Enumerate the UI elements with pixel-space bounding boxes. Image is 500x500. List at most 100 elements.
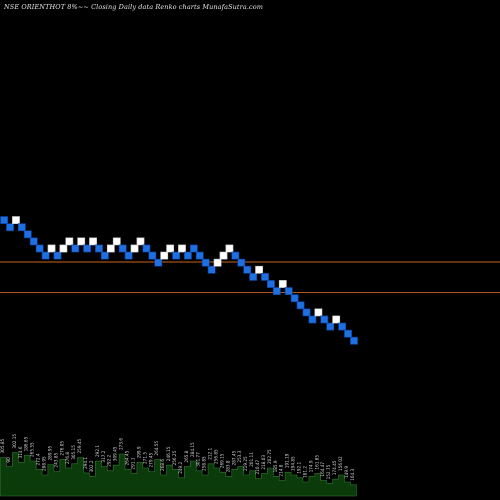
renko-brick-down	[261, 272, 269, 281]
renko-brick-down	[41, 251, 50, 260]
volume-label: 292.2	[107, 454, 112, 466]
volume-label: 192.1	[297, 461, 302, 473]
volume-label: 305.85	[0, 439, 5, 454]
renko-brick-down	[344, 329, 352, 338]
volume-label: 264.55	[154, 441, 159, 456]
renko-brick-down	[0, 216, 8, 224]
renko-brick-down	[350, 336, 358, 345]
volume-label: 258.85	[202, 456, 207, 471]
renko-brick-up	[12, 216, 20, 224]
volume-label: 194.85	[291, 456, 296, 471]
renko-brick-up	[47, 244, 56, 253]
renko-brick-down	[83, 244, 92, 253]
volume-area-path	[0, 452, 357, 497]
volume-label: 161.85	[314, 455, 319, 470]
volume-label: 301.77	[196, 452, 201, 467]
volume-label: 249.2	[178, 461, 183, 473]
volume-label: 243.85	[53, 453, 58, 468]
renko-brick-down	[35, 244, 44, 253]
renko-brick-down	[326, 322, 335, 331]
renko-brick-up	[106, 244, 115, 253]
volume-label: 212.1	[208, 447, 213, 459]
renko-brick-down	[189, 244, 198, 253]
volume-label: 186.65	[24, 436, 29, 451]
renko-brick-up	[332, 315, 341, 324]
volume-label: 269.15	[219, 453, 224, 468]
renko-brick-down	[290, 294, 299, 303]
volume-label: 283.8	[225, 460, 230, 472]
volume-label: 214.8	[279, 464, 284, 476]
renko-brick-down	[95, 244, 103, 253]
renko-brick-up	[112, 237, 121, 246]
renko-brick-up	[130, 244, 139, 253]
volume-label: 294.1	[83, 457, 88, 469]
renko-brick-down	[272, 287, 281, 295]
volume-label: 256.85	[214, 449, 219, 464]
renko-brick-down	[53, 251, 62, 260]
renko-brick-down	[29, 237, 38, 246]
volume-label: 302.15	[12, 434, 17, 449]
volume-label: 276.05	[59, 441, 64, 456]
chart-title: NSE ORIENTHOT 8%~~ Closing Daily data Re…	[4, 3, 264, 11]
volume-label: 174.9	[308, 460, 313, 472]
renko-brick-up	[278, 280, 287, 288]
renko-brick-down	[284, 287, 293, 295]
volume-label: 181.2	[302, 466, 307, 478]
volume-label: 164.3	[350, 468, 355, 480]
renko-brick-up	[160, 251, 169, 260]
volume-label: 302.2	[89, 460, 94, 472]
volume-label: 289.95	[47, 446, 52, 461]
volume-label: 273.6	[119, 438, 124, 450]
renko-brick-down	[296, 301, 305, 310]
volume-label: 292.1	[95, 445, 100, 457]
volume-label: 305.15	[71, 445, 76, 460]
renko-brick-up	[255, 265, 263, 274]
volume-label: 256.25	[172, 450, 177, 465]
renko-brick-down	[148, 251, 157, 260]
volume-label: 265.55	[30, 442, 35, 457]
volume-label: 253.3	[237, 450, 242, 462]
volume-label: 164.47	[320, 462, 325, 477]
renko-brick-down	[243, 265, 252, 274]
renko-brick-up	[166, 244, 175, 253]
volume-label: 152.75	[326, 464, 331, 479]
renko-brick-up	[65, 237, 74, 246]
renko-brick-down	[23, 230, 32, 239]
renko-bricks	[0, 216, 358, 345]
renko-brick-down	[101, 251, 109, 260]
volume-label: 156.02	[338, 456, 343, 471]
reference-lines	[0, 261, 500, 293]
volume-label: 268.6	[160, 459, 165, 471]
volume-area	[0, 452, 357, 497]
volume-label: 218.03	[261, 455, 266, 470]
volume-label: 287.45	[231, 450, 236, 465]
volume-label: 309.45	[113, 446, 118, 461]
volume-label: 314.6	[18, 446, 23, 458]
volume-label: 246.15	[166, 446, 171, 461]
volume-label: 276.8	[65, 452, 70, 464]
volume-label: 149.9	[344, 466, 349, 478]
renko-brick-up	[219, 251, 228, 260]
renko-brick-down	[172, 251, 180, 260]
renko-brick-up	[59, 244, 68, 253]
renko-brick-down	[267, 280, 275, 288]
volume-label: 265.8	[184, 450, 189, 462]
volume-label: 201.11	[249, 452, 254, 467]
renko-brick-down	[207, 265, 216, 274]
renko-brick-down	[71, 244, 80, 253]
renko-brick-down	[201, 258, 210, 267]
volume-label: 202.75	[267, 449, 272, 464]
renko-brick-down	[320, 315, 329, 324]
renko-brick-down	[195, 251, 204, 260]
renko-brick-down	[17, 223, 26, 232]
renko-brick-up	[89, 237, 97, 246]
volume-label: 185.9	[273, 460, 278, 472]
renko-brick-down	[249, 272, 258, 281]
renko-brick-up	[314, 308, 323, 317]
renko-brick-down	[6, 223, 14, 232]
renko-brick-up	[136, 237, 145, 246]
volume-label: 264.45	[125, 450, 130, 465]
renko-brick-up	[225, 244, 234, 253]
volume-label: 219.25	[243, 456, 248, 471]
